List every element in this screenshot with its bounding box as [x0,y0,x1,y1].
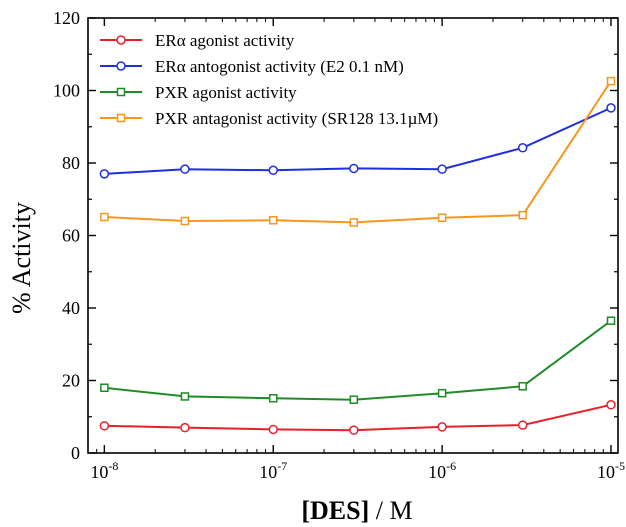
data-point [606,316,616,325]
data-point [268,216,278,225]
data-point [517,420,528,430]
data-point [349,218,359,227]
y-tick-label: 100 [53,81,80,101]
y-axis-title: % Activity [7,202,36,314]
series-1 [99,400,616,435]
legend-item-2: ERα antogonist activity (E2 0.1 nM) [100,57,404,76]
data-point [268,394,278,403]
data-point [349,395,359,404]
data-point [180,422,190,433]
data-point [268,165,278,175]
legend-marker [116,113,126,123]
x-tick-label-base: 10 [597,462,615,482]
x-tick-label: 10-7 [259,459,287,482]
x-tick-label-base: 10 [90,462,108,482]
data-point [606,103,616,113]
data-point [437,164,447,174]
y-tick-label: 40 [62,298,80,318]
y-axis-title-group: % Activity [7,202,36,314]
y-tick-label: 80 [62,153,80,173]
data-point [180,164,190,174]
x-tick-label-exponent: -5 [615,459,625,473]
legend-label: ERα agonist activity [155,31,295,50]
legend-marker [116,35,126,45]
x-axis-title: [DES] / M [301,496,412,525]
series-3 [100,316,616,404]
x-tick-label: 10-8 [90,459,118,482]
y-tick-label: 0 [71,443,80,463]
data-point [100,212,109,222]
series-2 [99,103,616,179]
data-point [517,143,528,153]
data-point [100,383,109,392]
data-point [606,400,616,410]
y-tick-label: 120 [53,8,80,28]
x-axis-title-bold: [DES] [301,496,369,525]
legend-label: ERα antogonist activity (E2 0.1 nM) [155,57,404,76]
data-point [518,382,527,391]
y-tick-label: 20 [62,371,80,391]
data-point [349,163,359,174]
data-point [180,216,190,226]
series-line [104,80,612,224]
data-point [99,169,110,179]
data-point [99,421,110,431]
legend-label: PXR agonist activity [155,83,297,102]
legend-label: PXR antagonist activity (SR128 13.1µM) [155,109,438,128]
x-tick-label-exponent: -8 [108,459,118,473]
data-point [518,210,527,220]
series-line [104,319,612,401]
data-point [437,422,447,432]
data-point [437,213,447,222]
legend-marker [116,87,126,97]
legend-item-4: PXR antagonist activity (SR128 13.1µM) [100,109,438,128]
series-4 [100,76,616,227]
legend-item-3: PXR agonist activity [100,83,297,102]
x-tick-label: 10-5 [597,459,625,482]
data-point [268,424,278,435]
x-tick-label: 10-6 [428,459,456,482]
y-tick-label: 60 [62,226,80,246]
legend-marker [116,61,126,71]
legend: ERα agonist activity ERα antogonist activ… [100,31,438,128]
x-tick-label-exponent: -7 [277,459,287,473]
x-tick-label-exponent: -6 [446,459,456,473]
data-point [180,392,190,401]
data-point [437,388,447,398]
x-tick-label-base: 10 [428,462,446,482]
x-axis-title-unit: / M [369,496,412,525]
x-tick-label-base: 10 [259,462,277,482]
data-point [606,76,616,86]
data-point [349,425,359,435]
legend-item-1: ERα agonist activity [100,31,295,50]
